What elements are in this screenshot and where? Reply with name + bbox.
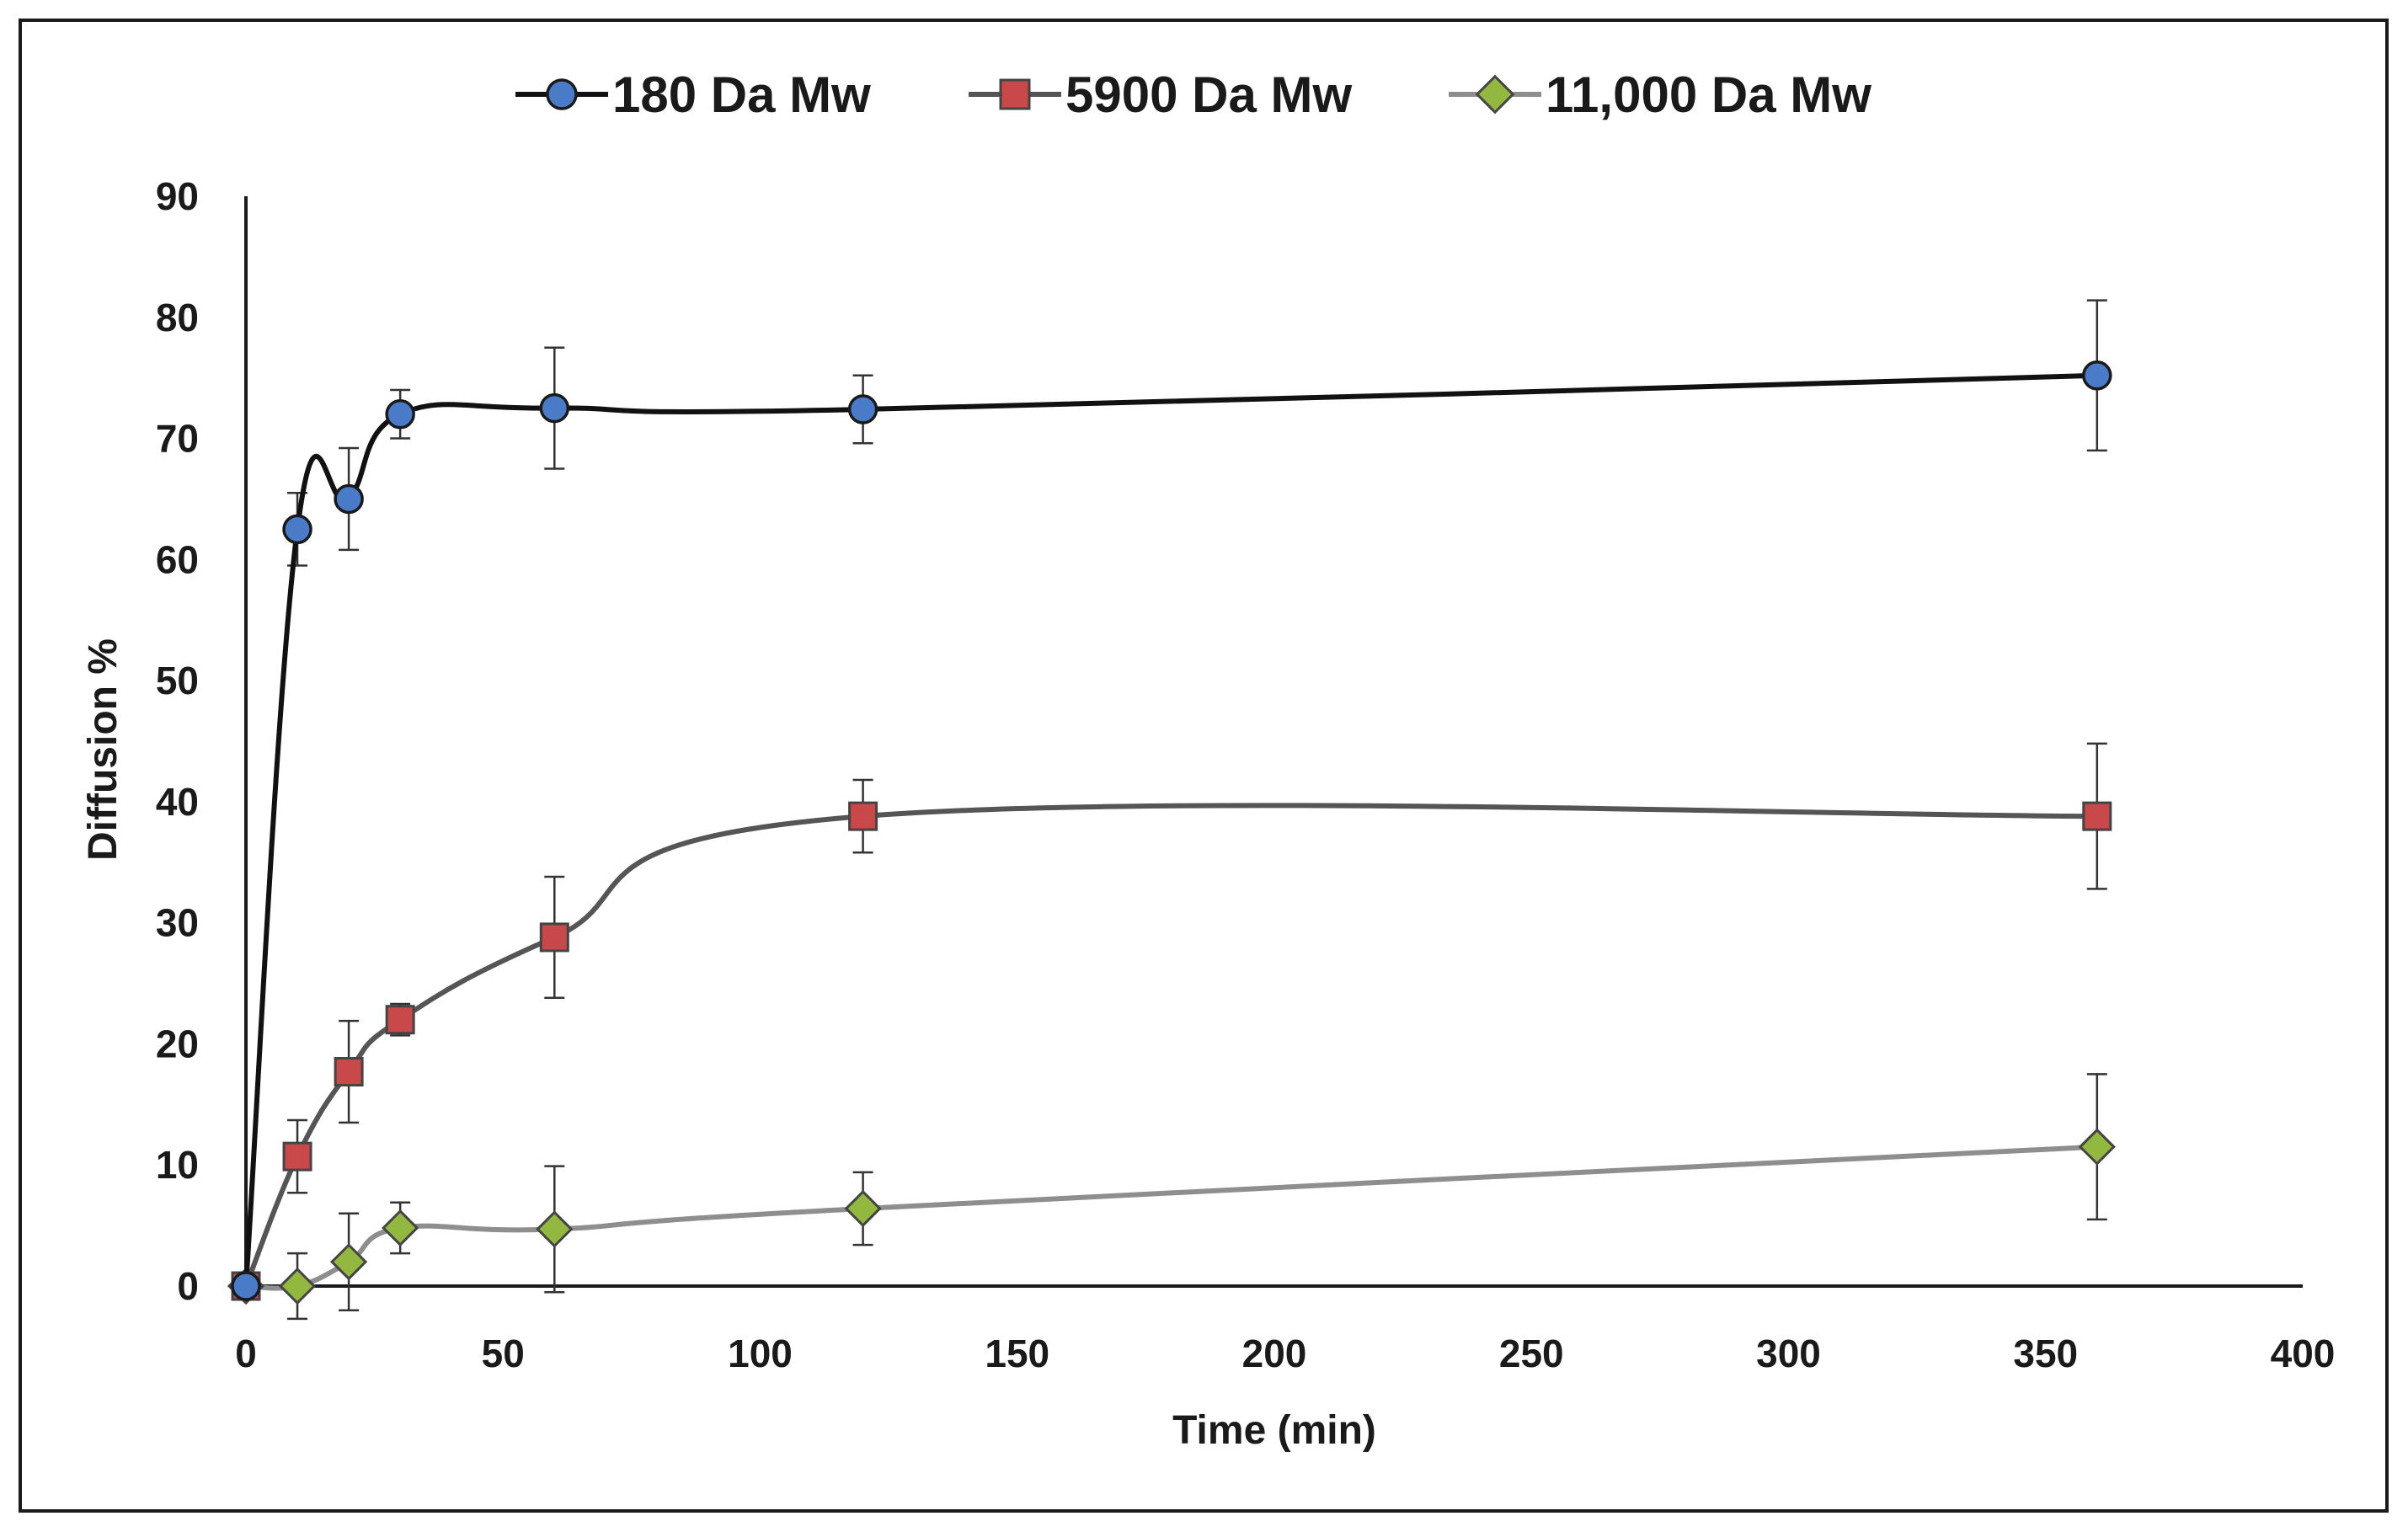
data-point — [382, 1209, 419, 1247]
y-tick-label: 70 — [156, 417, 199, 461]
chart-frame — [19, 19, 2389, 1513]
data-point — [282, 1141, 312, 1172]
y-tick-label: 40 — [156, 780, 199, 824]
legend-marker — [1475, 74, 1515, 115]
data-point — [334, 1057, 364, 1087]
legend-marker — [999, 78, 1031, 110]
data-point — [539, 922, 569, 953]
y-tick-labels: 0 10 20 30 40 50 60 70 80 90 — [156, 174, 199, 1308]
x-tick-label: 400 — [2271, 1332, 2336, 1375]
x-tick-label: 50 — [482, 1332, 525, 1375]
data-point — [539, 392, 570, 424]
data-point — [334, 483, 364, 515]
series-1 — [231, 299, 2112, 1301]
legend-marker — [546, 78, 578, 110]
data-point — [847, 394, 878, 424]
x-tick-label: 300 — [1756, 1332, 1821, 1375]
data-point — [385, 399, 415, 430]
data-point — [848, 801, 878, 831]
data-point — [385, 1005, 415, 1035]
x-tick-label: 0 — [235, 1332, 257, 1375]
series-3 — [227, 1073, 2116, 1321]
x-tick-label: 250 — [1499, 1332, 1564, 1375]
y-tick-label: 0 — [177, 1264, 199, 1308]
x-tick-labels: 0 50 100 150 200 250 300 350 400 — [235, 1332, 2335, 1375]
data-point — [844, 1189, 882, 1228]
x-axis-title: Time (min) — [1172, 1408, 1376, 1453]
data-point — [231, 1271, 261, 1301]
data-point — [329, 1243, 368, 1281]
y-tick-label: 10 — [156, 1143, 199, 1187]
data-point — [536, 1210, 574, 1248]
legend-label: 180 Da Mw — [612, 67, 871, 123]
y-tick-label: 30 — [156, 901, 199, 945]
data-point — [2078, 1128, 2116, 1166]
series-line — [243, 372, 2097, 1287]
series-line — [243, 803, 2097, 1288]
data-point — [278, 1267, 317, 1305]
axes — [244, 196, 2303, 1288]
x-tick-label: 100 — [728, 1332, 793, 1375]
data-point — [2082, 801, 2112, 831]
y-tick-label: 50 — [156, 659, 199, 702]
data-point — [282, 514, 312, 545]
x-tick-label: 350 — [2013, 1332, 2078, 1375]
series-line — [245, 1144, 2097, 1291]
legend-item-1: 180 Da Mw — [515, 67, 871, 123]
legend-item-2: 5900 Da Mw — [969, 67, 1352, 123]
y-axis-title: Diffusion % — [81, 638, 125, 861]
legend-label: 5900 Da Mw — [1065, 67, 1352, 123]
x-tick-label: 200 — [1242, 1332, 1307, 1375]
legend-item-3: 11,000 Da Mw — [1449, 67, 1871, 123]
legend-label: 11,000 Da Mw — [1546, 67, 1871, 123]
plot-area — [227, 299, 2116, 1321]
data-point — [2082, 360, 2112, 391]
series-2 — [231, 742, 2112, 1301]
y-tick-label: 90 — [156, 174, 199, 218]
y-tick-label: 80 — [156, 296, 199, 339]
y-tick-label: 60 — [156, 537, 199, 581]
y-tick-label: 20 — [156, 1022, 199, 1065]
x-tick-label: 150 — [985, 1332, 1049, 1375]
legend: 180 Da Mw 5900 Da Mw 11,000 Da Mw — [515, 67, 1871, 123]
